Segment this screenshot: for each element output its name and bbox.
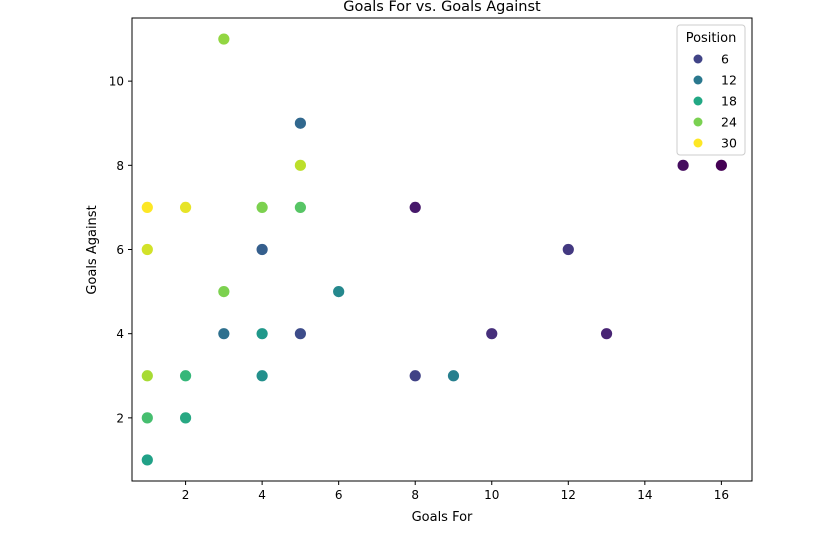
data-point: [447, 370, 460, 382]
x-tick-label: 14: [637, 488, 652, 502]
data-point: [141, 201, 153, 214]
points-layer: [141, 33, 727, 466]
legend-marker: [693, 54, 703, 64]
x-tick-label: 4: [258, 488, 266, 502]
y-tick-label: 10: [109, 75, 124, 89]
data-point: [409, 201, 421, 214]
x-tick-label: 8: [411, 488, 419, 502]
data-point: [218, 328, 230, 340]
data-point: [256, 201, 268, 214]
data-point: [179, 412, 192, 424]
legend-label: 24: [721, 115, 737, 130]
data-point: [486, 328, 498, 340]
legend-label: 6: [721, 52, 729, 67]
x-axis-ticks: 2 4 6 8 10 12 14 16: [182, 481, 729, 502]
chart-title: Goals For vs. Goals Against: [343, 0, 541, 15]
y-tick-label: 6: [116, 243, 124, 257]
data-point: [218, 33, 230, 45]
data-point: [256, 370, 268, 382]
data-point: [600, 328, 613, 340]
legend-label: 30: [721, 136, 737, 151]
x-tick-label: 16: [714, 488, 729, 502]
legend-label: 18: [721, 94, 737, 109]
data-point: [294, 201, 306, 214]
x-tick-label: 2: [182, 488, 190, 502]
data-point: [294, 117, 306, 129]
data-point: [333, 285, 345, 298]
y-axis-ticks: 2 4 6 8 10: [109, 75, 132, 425]
data-point: [256, 328, 268, 340]
data-point: [409, 370, 421, 382]
x-tick-label: 12: [561, 488, 576, 502]
legend: Position 6 12 18 24 30: [676, 24, 746, 156]
x-tick-label: 10: [484, 488, 499, 502]
y-axis-label: Goals Against: [85, 205, 100, 294]
legend-entries: 6 12 18 24 30: [693, 52, 737, 151]
data-point: [294, 328, 306, 340]
data-point: [141, 454, 153, 466]
data-point: [294, 159, 306, 171]
data-point: [256, 243, 268, 256]
data-point: [179, 201, 192, 214]
legend-marker: [693, 75, 703, 85]
data-point: [179, 370, 192, 382]
data-point: [141, 243, 153, 256]
data-point: [562, 243, 574, 256]
x-axis-label: Goals For: [412, 510, 473, 525]
data-point: [677, 159, 689, 171]
legend-marker: [693, 138, 703, 148]
x-tick-label: 6: [335, 488, 343, 502]
y-tick-label: 8: [116, 159, 124, 173]
legend-title: Position: [686, 31, 737, 46]
plot-frame: [131, 17, 753, 482]
data-point: [141, 370, 153, 382]
legend-marker: [693, 117, 703, 127]
legend-label: 12: [721, 73, 737, 88]
data-point: [218, 285, 230, 298]
y-tick-label: 4: [116, 327, 124, 341]
y-tick-label: 2: [116, 411, 124, 425]
data-point: [141, 412, 153, 424]
legend-marker: [693, 96, 703, 106]
data-point: [715, 159, 727, 171]
